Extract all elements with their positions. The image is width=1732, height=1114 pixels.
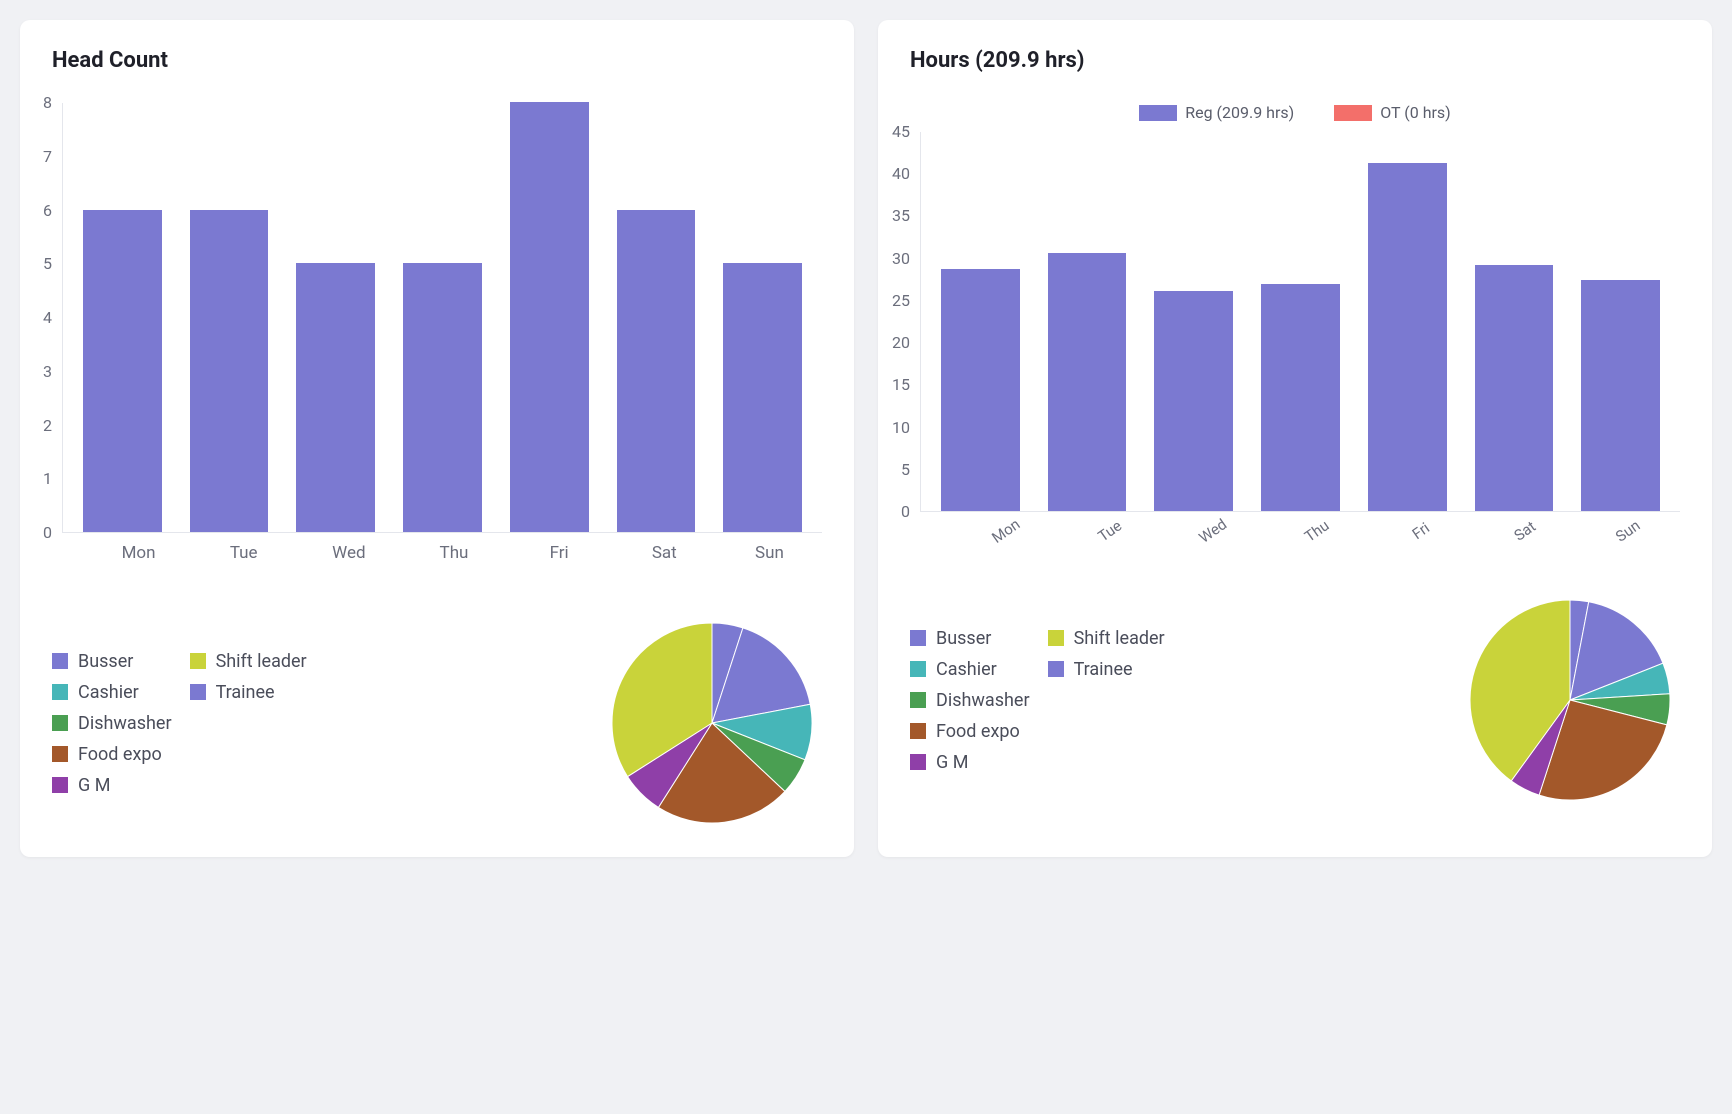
- series-legend-reg: Reg (209.9 hrs): [1139, 103, 1294, 122]
- bar: [190, 210, 269, 533]
- headcount-bottom-row: Busser Cashier Dishwasher Food expo G M Shif…: [52, 613, 822, 833]
- legend-item-cashier: Cashier: [52, 682, 172, 703]
- x-tick-label: Wed: [296, 543, 401, 563]
- legend-item-shift_leader: Shift leader: [1048, 628, 1165, 649]
- legend-label: Shift leader: [216, 651, 307, 672]
- legend-item-shift_leader: Shift leader: [190, 651, 307, 672]
- legend-item-food_expo: Food expo: [52, 744, 172, 765]
- x-tick-label: Fri: [507, 543, 612, 563]
- x-tick-label: Mon: [86, 543, 191, 563]
- bar: [617, 210, 696, 533]
- hours-card: Hours (209.9 hrs) Reg (209.9 hrs) OT (0 h…: [878, 20, 1712, 857]
- legend-item-gm: G M: [52, 775, 172, 796]
- legend-item-busser: Busser: [52, 651, 172, 672]
- legend-label: Busser: [936, 628, 991, 649]
- bar: [510, 102, 589, 532]
- headcount-bar-chart: 012345678 MonTueWedThuFriSatSun: [52, 103, 822, 563]
- legend-swatch: [52, 684, 68, 700]
- legend-swatch: [52, 653, 68, 669]
- bar: [1048, 253, 1127, 511]
- bar: [1261, 284, 1340, 511]
- legend-label: Cashier: [936, 659, 997, 680]
- legend-swatch: [52, 777, 68, 793]
- legend-item-dishwasher: Dishwasher: [910, 690, 1030, 711]
- headcount-pie-legend: Busser Cashier Dishwasher Food expo G M Shif…: [52, 651, 582, 796]
- legend-swatch: [910, 723, 926, 739]
- legend-swatch: [1139, 105, 1177, 121]
- legend-item-trainee: Trainee: [190, 682, 307, 703]
- hours-series-legend: Reg (209.9 hrs) OT (0 hrs): [910, 103, 1680, 122]
- hours-x-axis: MonTueWedThuFriSatSun: [954, 522, 1680, 540]
- legend-label: Food expo: [936, 721, 1020, 742]
- hours-title: Hours (209.9 hrs): [910, 48, 1680, 73]
- legend-swatch: [910, 754, 926, 770]
- bar: [296, 263, 375, 532]
- legend-label: Busser: [78, 651, 133, 672]
- headcount-plot: [62, 103, 822, 533]
- bar: [1581, 280, 1660, 511]
- bar: [1368, 163, 1447, 511]
- legend-swatch: [910, 630, 926, 646]
- hours-y-axis: 051015202530354045: [910, 132, 920, 512]
- legend-item-trainee: Trainee: [1048, 659, 1165, 680]
- bar: [83, 210, 162, 533]
- series-legend-ot: OT (0 hrs): [1334, 103, 1451, 122]
- legend-label: Reg (209.9 hrs): [1185, 103, 1294, 122]
- legend-label: G M: [78, 775, 110, 796]
- bar: [1154, 291, 1233, 511]
- bar: [1475, 265, 1554, 511]
- legend-label: Trainee: [216, 682, 275, 703]
- dashboard-grid: Head Count 012345678 MonTueWedThuFriSatS…: [20, 20, 1712, 857]
- legend-item-food_expo: Food expo: [910, 721, 1030, 742]
- bar: [941, 269, 1020, 511]
- x-tick-label: Thu: [401, 543, 506, 563]
- legend-label: G M: [936, 752, 968, 773]
- headcount-pie-chart: [602, 613, 822, 833]
- legend-label: Food expo: [78, 744, 162, 765]
- hours-bar-chart: 051015202530354045 MonTueWedThuFriSatSun: [910, 132, 1680, 540]
- hours-pie-legend: Busser Cashier Dishwasher Food expo G M Shif…: [910, 628, 1440, 773]
- legend-item-busser: Busser: [910, 628, 1030, 649]
- legend-swatch: [910, 661, 926, 677]
- legend-item-cashier: Cashier: [910, 659, 1030, 680]
- bar: [723, 263, 802, 532]
- legend-label: Shift leader: [1074, 628, 1165, 649]
- headcount-y-axis: 012345678: [52, 103, 62, 533]
- legend-label: Dishwasher: [78, 713, 172, 734]
- headcount-x-axis: MonTueWedThuFriSatSun: [86, 543, 822, 563]
- legend-swatch: [910, 692, 926, 708]
- legend-swatch: [190, 653, 206, 669]
- headcount-card: Head Count 012345678 MonTueWedThuFriSatS…: [20, 20, 854, 857]
- x-tick-label: Tue: [191, 543, 296, 563]
- bar: [403, 263, 482, 532]
- legend-swatch: [1048, 661, 1064, 677]
- hours-pie-chart: [1460, 590, 1680, 810]
- x-tick-label: Sat: [612, 543, 717, 563]
- legend-swatch: [1048, 630, 1064, 646]
- legend-swatch: [52, 715, 68, 731]
- legend-swatch: [190, 684, 206, 700]
- legend-label: Cashier: [78, 682, 139, 703]
- x-tick-label: Sun: [717, 543, 822, 563]
- legend-swatch: [1334, 105, 1372, 121]
- legend-label: OT (0 hrs): [1380, 103, 1451, 122]
- legend-label: Trainee: [1074, 659, 1133, 680]
- headcount-title: Head Count: [52, 48, 822, 73]
- hours-bottom-row: Busser Cashier Dishwasher Food expo G M Shif…: [910, 590, 1680, 810]
- legend-label: Dishwasher: [936, 690, 1030, 711]
- legend-swatch: [52, 746, 68, 762]
- legend-item-gm: G M: [910, 752, 1030, 773]
- legend-item-dishwasher: Dishwasher: [52, 713, 172, 734]
- hours-plot: [920, 132, 1680, 512]
